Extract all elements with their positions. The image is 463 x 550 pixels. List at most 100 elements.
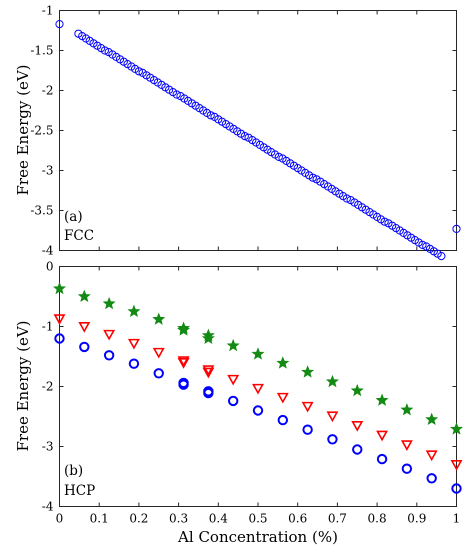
panel-b-point-circle [352, 444, 363, 455]
panel-b-point-triangle [202, 367, 215, 379]
panel-b-point-triangle [301, 401, 314, 413]
panel-b-y-axis-label: Free Energy (eV) [14, 320, 32, 451]
panel-a-data-points [55, 20, 461, 261]
panel-a-point-circle [206, 111, 215, 120]
panel-b-x-tick-label: 1 [453, 512, 461, 526]
panel-b-name: HCP [64, 483, 95, 499]
panel-b-point-triangle [400, 440, 413, 451]
panel-a-frame [59, 10, 457, 251]
panel-b-point-triangle [177, 356, 190, 367]
panel-a-point-circle [380, 217, 389, 226]
panel-a-point-circle [342, 194, 351, 203]
panel-b-point-circle [153, 368, 164, 379]
panel-b-point-circle [277, 414, 289, 426]
panel-b-label: (b) [64, 463, 83, 479]
panel-b-point-triangle [376, 430, 389, 442]
panel-b-point-star [325, 374, 339, 388]
panel-b-x-tick-label: 0.7 [328, 512, 347, 526]
panel-b-point-circle [203, 387, 214, 399]
panel-a-point-circle [172, 90, 181, 99]
panel-b-point-circle [376, 453, 388, 465]
panel-b-point-star [201, 331, 215, 345]
panel-b-y-tick-label: -3 [42, 440, 54, 454]
panel-a-ticks: -1 -1.5 -2 -2.5 -3 -3.5 -4 [30, 4, 457, 258]
panel-a-point-circle [100, 46, 109, 55]
panel-a-y-axis-label: Free Energy (eV) [14, 64, 32, 195]
panel-a-y-tick-label: -2.5 [30, 124, 53, 138]
panel-b-point-star [177, 323, 191, 336]
panel-b-x-tick-label: 0.6 [288, 512, 307, 526]
panel-b-point-triangle [276, 392, 289, 404]
panel-b-x-tick-label: 0.3 [169, 512, 188, 526]
panel-b-point-star [301, 365, 315, 378]
panel-a-label: (a) [64, 209, 83, 225]
panel-b-point-circle [451, 483, 462, 494]
panel-b-point-star [77, 289, 91, 303]
panel-b-point-star [425, 412, 439, 426]
panel-b-point-star [53, 281, 66, 295]
panel-b-point-star [152, 312, 166, 325]
panel-b-point-star [102, 296, 116, 310]
panel-b-point-triangle [351, 421, 364, 432]
panel-a-point-circle [452, 224, 461, 233]
panel-b-point-triangle [103, 329, 116, 341]
panel-b-x-tick-label: 0.8 [368, 512, 387, 526]
panel-b-point-circle [401, 463, 413, 474]
panel-a-point-circle [437, 252, 446, 261]
panel-b-point-triangle [152, 347, 165, 359]
panel-b-point-circle [252, 405, 264, 416]
x-axis-label: Al Concentration (%) [177, 528, 338, 546]
panel-a-y-tick-label: -3.5 [30, 204, 53, 218]
panel-b-point-circle [79, 341, 90, 353]
panel-b-y-tick-label: -2 [42, 380, 54, 394]
panel-a-point-circle [240, 132, 249, 141]
panel-b-point-star [450, 422, 463, 435]
panel-b-point-star [350, 383, 364, 397]
panel-b-x-tick-label: 0.1 [90, 512, 109, 526]
panel-a-point-circle [418, 240, 427, 249]
panel-a-point-circle [308, 173, 317, 182]
panel-b-point-circle [103, 350, 115, 361]
panel-b-point-star [276, 356, 290, 369]
panel-b-point-triangle [202, 365, 215, 376]
panel-b-point-star [226, 338, 240, 352]
panel-b-data-points [53, 281, 463, 494]
panel-b-point-triangle [450, 460, 463, 471]
panel-b-point-circle [426, 473, 437, 484]
panel-b-point-triangle [127, 338, 140, 350]
panel-a-point-circle [55, 20, 64, 29]
panel-a-y-tick-label: -1.5 [30, 44, 53, 58]
panel-b-point-circle [302, 424, 313, 435]
panel-b-x-tick-label: 0.5 [248, 512, 267, 526]
panel-a-point-circle [134, 67, 143, 76]
panel-b-point-star [127, 304, 141, 318]
panel-b-x-tick-label: 0 [56, 512, 64, 526]
panel-b-point-triangle [227, 374, 240, 386]
panel-a-name: FCC [64, 228, 94, 244]
panel-b-point-star [251, 347, 265, 360]
panel-b-x-tick-label: 0.4 [209, 512, 228, 526]
panel-b-point-triangle [53, 314, 66, 325]
panel-b-ticks: 0-1-2-3-40 0.1 0.2 0.3 0.4 0.5 0.6 0.7 0.8 0.9 1 [42, 260, 461, 526]
panel-b-hcp: 0-1-2-3-40 0.1 0.2 0.3 0.4 0.5 0.6 0.7 0.8 0.9 1 (… [14, 260, 463, 546]
panel-b-frame [59, 266, 457, 507]
panel-a-y-tick-label: -4 [42, 244, 54, 258]
panel-b-point-triangle [252, 383, 264, 395]
panel-b-point-star [375, 393, 389, 406]
panel-a-fcc: -1 -1.5 -2 -2.5 -3 -3.5 -4 (a) FCC Free Energy… [14, 4, 461, 261]
panel-a-y-tick-label: -1 [42, 4, 54, 18]
panel-b-point-triangle [177, 358, 190, 369]
panel-b-y-tick-label: -4 [42, 500, 54, 514]
panel-b-point-circle [54, 333, 65, 344]
panel-b-point-circle [178, 379, 189, 390]
panel-b-point-circle [327, 434, 338, 445]
panel-b-point-triangle [78, 322, 91, 333]
panel-b-y-tick-label: 0 [46, 260, 54, 274]
panel-b-point-circle [128, 358, 140, 369]
panel-b-x-tick-label: 0.2 [129, 512, 148, 526]
panel-a-point-circle [274, 152, 283, 161]
panel-b-y-tick-label: -1 [42, 320, 54, 334]
panel-b-point-circle [227, 395, 239, 407]
panel-b-point-triangle [326, 411, 339, 423]
